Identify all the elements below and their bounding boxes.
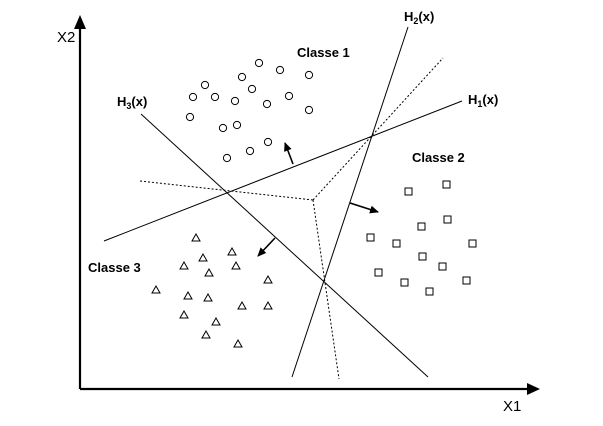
y-axis-label: X2 xyxy=(57,29,75,46)
hyperplane-h1-label: H1(x) xyxy=(468,92,498,109)
class-1-point xyxy=(200,80,210,90)
class-3-point xyxy=(179,309,189,319)
class-3-point xyxy=(204,267,214,277)
class-2-label: Classe 2 xyxy=(412,150,465,165)
class-2-point xyxy=(400,278,409,287)
hyperplane-h2-line xyxy=(291,26,409,378)
class-1-point xyxy=(188,92,198,102)
class-1-point xyxy=(304,70,314,80)
class-3-point xyxy=(179,260,189,270)
class-2-point xyxy=(438,262,447,271)
hyperplane-h3-line xyxy=(140,113,429,378)
class-1-point xyxy=(262,99,272,109)
class-3-point xyxy=(233,338,243,348)
class-2-point xyxy=(425,287,434,296)
x-axis-label: X1 xyxy=(503,398,521,415)
class-2-point xyxy=(418,252,427,261)
class-3-point xyxy=(201,329,211,339)
direction-arrows xyxy=(257,142,379,257)
class-3-label: Classe 3 xyxy=(88,260,141,275)
class-2-point xyxy=(417,222,426,231)
class-2-point xyxy=(392,239,401,248)
class-3-point xyxy=(191,232,201,242)
boundary-2-3 xyxy=(312,199,340,380)
decision-boundaries xyxy=(139,57,444,380)
class-3-point xyxy=(198,252,208,262)
class-3-point xyxy=(263,300,273,310)
h3-normal-arrow xyxy=(257,237,276,257)
y-axis-arrowhead xyxy=(74,15,86,29)
class-1-point xyxy=(254,58,264,68)
hyperplane-h1-line xyxy=(103,100,463,242)
class-1-point xyxy=(245,146,255,156)
class-1-point xyxy=(185,112,195,122)
class-3-point xyxy=(211,316,221,326)
class-2-point xyxy=(366,233,375,242)
class-3-point xyxy=(231,260,241,270)
class-3-point xyxy=(263,274,273,284)
class-3-point xyxy=(227,246,237,256)
class-2-point xyxy=(442,180,451,189)
class-3-points xyxy=(151,232,273,348)
boundary-1-3 xyxy=(139,180,314,201)
class-1-point xyxy=(210,92,220,102)
x-axis-arrowhead xyxy=(527,383,540,395)
axes xyxy=(74,15,540,395)
hyperplanes xyxy=(103,26,463,378)
h2-normal-arrow xyxy=(349,202,379,214)
hyperplane-h2-label: H2(x) xyxy=(404,9,434,26)
class-2-point xyxy=(443,215,452,224)
class-3-point xyxy=(151,284,161,294)
hyperplane-h3-label: H3(x) xyxy=(117,94,147,111)
class-1-point xyxy=(263,137,273,147)
class-1-label: Classe 1 xyxy=(297,45,350,60)
class-1-point xyxy=(304,105,314,115)
class-1-point xyxy=(247,84,257,94)
class-2-points xyxy=(366,180,477,296)
class-2-point xyxy=(374,268,383,277)
class-1-point xyxy=(232,120,242,130)
class-1-point xyxy=(230,96,240,106)
class-1-points xyxy=(185,58,314,163)
class-2-point xyxy=(468,239,477,248)
class-1-point xyxy=(284,91,294,101)
class-2-point xyxy=(462,276,471,285)
class-1-point xyxy=(222,153,232,163)
class-1-point xyxy=(218,123,228,133)
class-3-point xyxy=(237,300,247,310)
class-1-point xyxy=(237,72,247,82)
class-3-point xyxy=(183,290,193,300)
class-1-point xyxy=(275,65,285,75)
class-3-point xyxy=(203,292,213,302)
boundary-1-2 xyxy=(312,57,444,201)
h1-normal-arrow xyxy=(284,142,294,165)
class-2-point xyxy=(404,187,413,196)
